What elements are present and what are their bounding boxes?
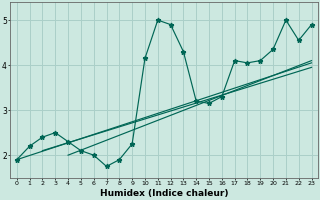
X-axis label: Humidex (Indice chaleur): Humidex (Indice chaleur) xyxy=(100,189,228,198)
